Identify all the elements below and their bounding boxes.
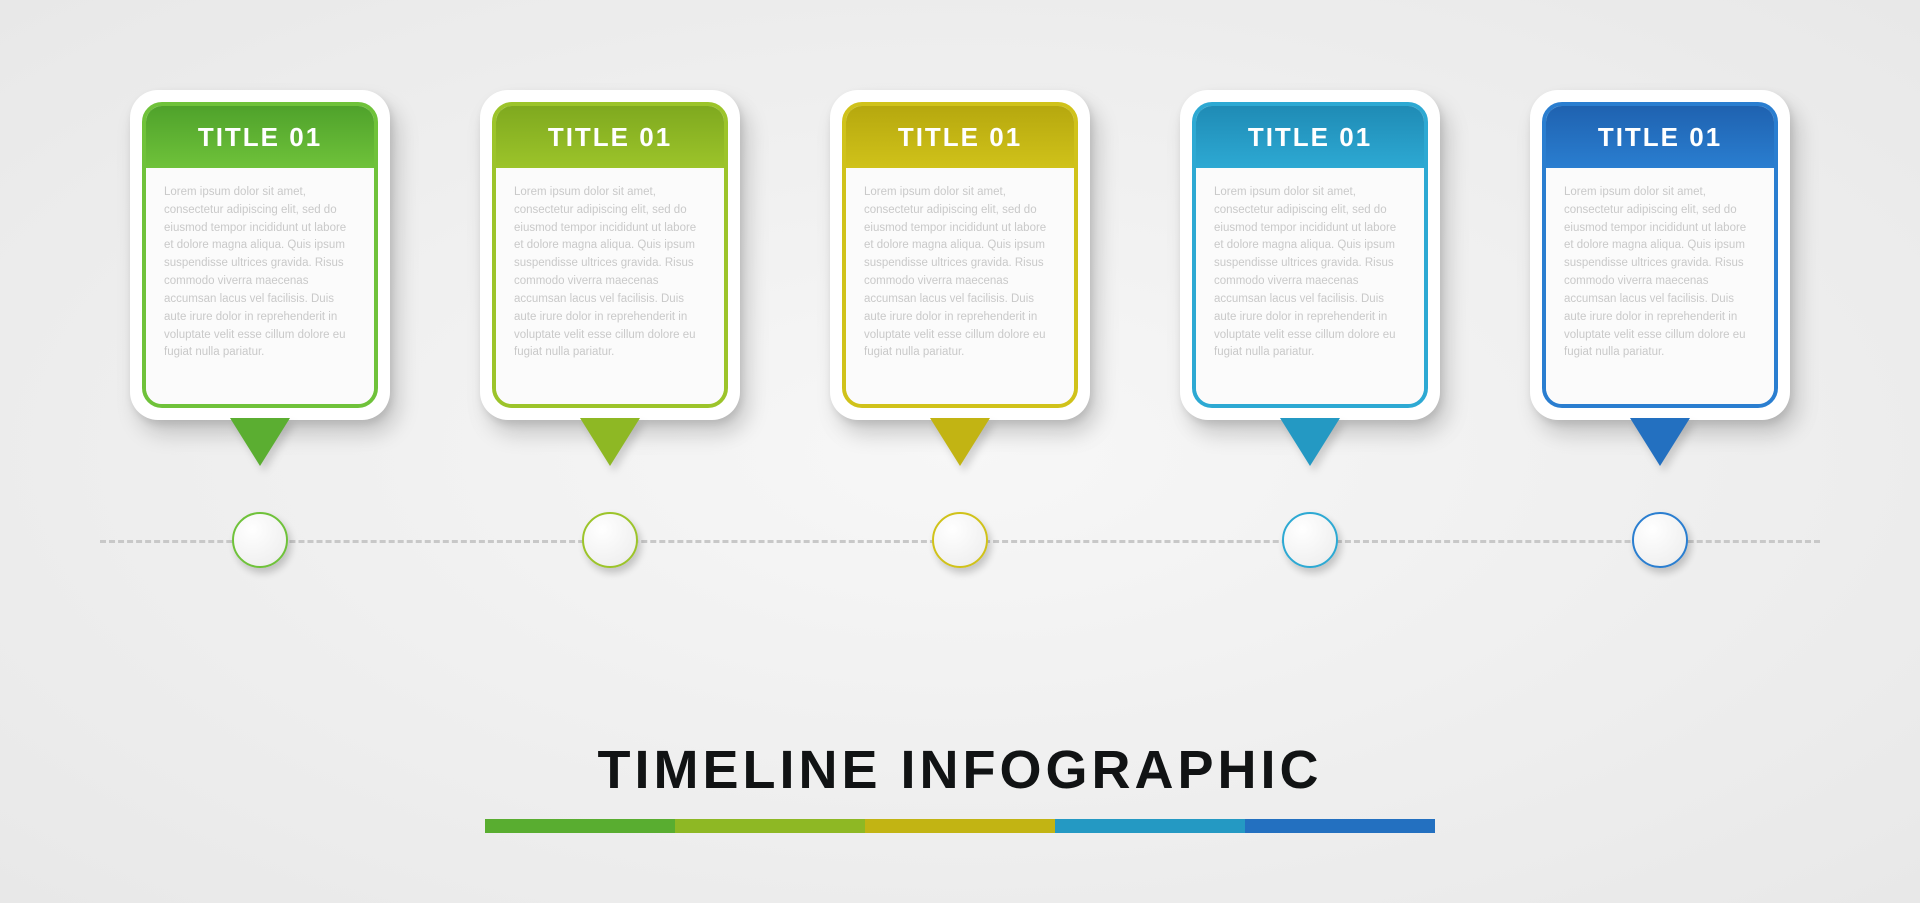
stripe-segment — [675, 819, 865, 833]
card-pointer-icon — [930, 418, 990, 466]
timeline-node — [582, 512, 638, 568]
timeline-node — [232, 512, 288, 568]
timeline-card: TITLE 01Lorem ipsum dolor sit amet, cons… — [480, 90, 740, 466]
card-inner: TITLE 01Lorem ipsum dolor sit amet, cons… — [1542, 102, 1778, 408]
footer-title: TIMELINE INFOGRAPHIC — [0, 739, 1920, 801]
timeline-cards-row: TITLE 01Lorem ipsum dolor sit amet, cons… — [0, 90, 1920, 466]
timeline-node-slot — [1180, 540, 1440, 596]
card-inner: TITLE 01Lorem ipsum dolor sit amet, cons… — [492, 102, 728, 408]
timeline-card: TITLE 01Lorem ipsum dolor sit amet, cons… — [1180, 90, 1440, 466]
card-pointer-icon — [1630, 418, 1690, 466]
card-pointer-icon — [230, 418, 290, 466]
card-inner: TITLE 01Lorem ipsum dolor sit amet, cons… — [842, 102, 1078, 408]
card-outer: TITLE 01Lorem ipsum dolor sit amet, cons… — [1180, 90, 1440, 420]
card-title: TITLE 01 — [1196, 106, 1424, 168]
timeline-node-slot — [830, 540, 1090, 596]
card-inner: TITLE 01Lorem ipsum dolor sit amet, cons… — [1192, 102, 1428, 408]
timeline-nodes-row — [0, 540, 1920, 596]
timeline-node — [1632, 512, 1688, 568]
card-inner: TITLE 01Lorem ipsum dolor sit amet, cons… — [142, 102, 378, 408]
stripe-segment — [1055, 819, 1245, 833]
card-title: TITLE 01 — [146, 106, 374, 168]
card-pointer-icon — [1280, 418, 1340, 466]
card-title: TITLE 01 — [846, 106, 1074, 168]
timeline-card: TITLE 01Lorem ipsum dolor sit amet, cons… — [830, 90, 1090, 466]
card-outer: TITLE 01Lorem ipsum dolor sit amet, cons… — [1530, 90, 1790, 420]
timeline-card: TITLE 01Lorem ipsum dolor sit amet, cons… — [130, 90, 390, 466]
timeline-node-slot — [480, 540, 740, 596]
footer-stripe — [0, 819, 1920, 833]
timeline-node-slot — [1530, 540, 1790, 596]
card-title: TITLE 01 — [1546, 106, 1774, 168]
card-body: Lorem ipsum dolor sit amet, consectetur … — [146, 168, 374, 404]
stripe-segment — [1245, 819, 1435, 833]
card-body: Lorem ipsum dolor sit amet, consectetur … — [1546, 168, 1774, 404]
timeline-node-slot — [130, 540, 390, 596]
card-pointer-icon — [580, 418, 640, 466]
card-outer: TITLE 01Lorem ipsum dolor sit amet, cons… — [830, 90, 1090, 420]
timeline-card: TITLE 01Lorem ipsum dolor sit amet, cons… — [1530, 90, 1790, 466]
card-body: Lorem ipsum dolor sit amet, consectetur … — [846, 168, 1074, 404]
footer: TIMELINE INFOGRAPHIC — [0, 739, 1920, 833]
card-outer: TITLE 01Lorem ipsum dolor sit amet, cons… — [130, 90, 390, 420]
card-body: Lorem ipsum dolor sit amet, consectetur … — [1196, 168, 1424, 404]
stripe-segment — [485, 819, 675, 833]
stripe-segment — [865, 819, 1055, 833]
card-body: Lorem ipsum dolor sit amet, consectetur … — [496, 168, 724, 404]
card-outer: TITLE 01Lorem ipsum dolor sit amet, cons… — [480, 90, 740, 420]
card-title: TITLE 01 — [496, 106, 724, 168]
timeline-node — [1282, 512, 1338, 568]
timeline-node — [932, 512, 988, 568]
